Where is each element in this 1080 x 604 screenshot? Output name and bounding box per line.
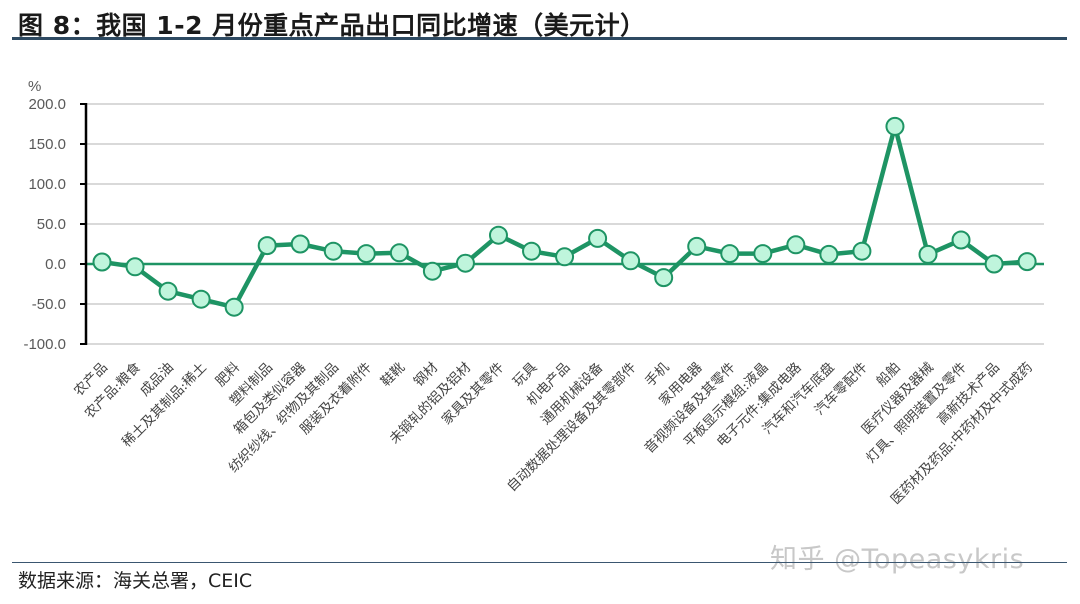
data-point-marker	[918, 244, 938, 264]
data-point-marker	[984, 254, 1004, 274]
data-point-marker	[191, 289, 211, 309]
data-point-marker	[1017, 252, 1037, 272]
data-point-marker	[422, 261, 442, 281]
data-point-marker	[885, 116, 905, 136]
line-chart: % 200.0 150.0 100.0 50.0 0.0 -50.0 -100.0 农产品农…	[23, 78, 1044, 508]
data-point-marker	[786, 235, 806, 255]
y-tick-label: -50.0	[32, 296, 66, 313]
series-line	[101, 124, 1028, 310]
watermark: 知乎 @Topeasykris	[770, 544, 1025, 575]
data-point-marker	[389, 243, 409, 263]
y-tick-label: 150.0	[28, 136, 66, 153]
data-point-marker	[819, 244, 839, 264]
data-point-marker	[951, 230, 971, 250]
data-point-marker	[158, 281, 178, 301]
data-point-marker	[522, 241, 542, 261]
data-point-marker	[555, 247, 575, 267]
gridlines	[86, 103, 1044, 345]
data-point-marker	[224, 297, 244, 317]
data-markers	[92, 116, 1037, 317]
y-tick-label: 50.0	[37, 216, 66, 233]
data-point-marker	[125, 257, 145, 277]
y-axis-unit: %	[28, 78, 41, 95]
data-point-marker	[455, 253, 475, 273]
data-point-marker	[852, 241, 872, 261]
data-point-marker	[92, 252, 112, 272]
data-point-marker	[290, 234, 310, 254]
data-point-marker	[356, 244, 376, 264]
data-point-marker	[753, 244, 773, 264]
y-axis-ticks: 200.0 150.0 100.0 50.0 0.0 -50.0 -100.0	[23, 96, 86, 353]
data-point-marker	[257, 236, 277, 256]
data-point-marker	[720, 244, 740, 264]
source-note: 数据来源：海关总署，CEIC	[18, 570, 253, 592]
data-point-marker	[687, 236, 707, 256]
data-point-marker	[488, 225, 508, 245]
y-tick-label: 100.0	[28, 176, 66, 193]
source-divider	[12, 562, 1067, 563]
data-point-marker	[621, 251, 641, 271]
data-point-marker	[654, 268, 674, 288]
data-point-marker	[588, 228, 608, 248]
y-tick-label: -100.0	[23, 336, 66, 353]
figure-title: 图 8：我国 1-2 月份重点产品出口同比增速（美元计）	[18, 11, 646, 40]
y-tick-label: 0.0	[45, 256, 66, 273]
x-tick-label: 鞋靴	[378, 360, 408, 390]
title-divider	[12, 37, 1067, 40]
data-point-marker	[323, 241, 343, 261]
y-tick-label: 200.0	[28, 96, 66, 113]
